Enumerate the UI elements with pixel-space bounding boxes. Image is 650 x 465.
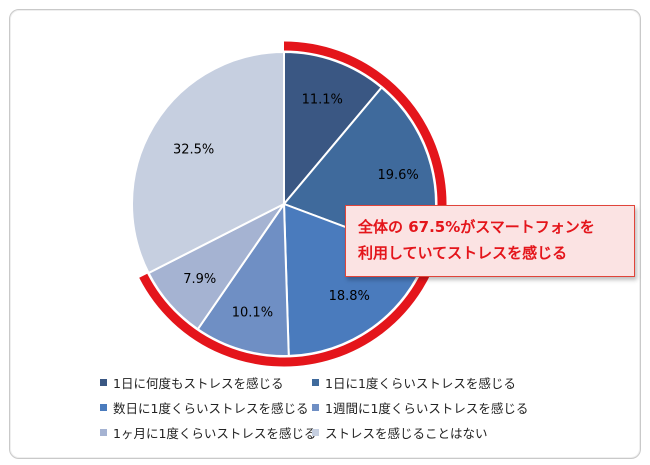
legend-label: 数日に1度くらいストレスを感じる bbox=[113, 401, 309, 416]
highlight-arc bbox=[139, 41, 447, 367]
legend-label: 1日に1度くらいストレスを感じる bbox=[325, 376, 516, 391]
legend-label: 1週間に1度くらいストレスを感じる bbox=[325, 401, 529, 416]
slice-value-label: 11.1% bbox=[302, 93, 343, 108]
pie-slice bbox=[283, 50, 384, 207]
annotation-callout: 全体の 67.5%がスマートフォンを 利用していてストレスを感じる bbox=[345, 205, 635, 277]
legend-swatch bbox=[100, 404, 107, 411]
legend-label: ストレスを感じることはない bbox=[325, 426, 488, 441]
legend-item: ストレスを感じることはない bbox=[312, 423, 524, 442]
legend-swatch bbox=[312, 429, 319, 436]
legend-row: 数日に1度くらいストレスを感じる 1週間に1度くらいストレスを感じる bbox=[100, 395, 580, 420]
annotation-line-2: 利用していてストレスを感じる bbox=[358, 244, 568, 262]
legend-label: 1ヶ月に1度くらいストレスを感じる bbox=[113, 426, 317, 441]
legend-swatch bbox=[100, 429, 107, 436]
pie-slice bbox=[131, 50, 285, 275]
legend: 1日に何度もストレスを感じる 1日に1度くらいストレスを感じる 数日に1度くらい… bbox=[100, 370, 580, 445]
slice-value-label: 32.5% bbox=[173, 143, 214, 158]
pie-slice bbox=[196, 200, 290, 357]
legend-item: 数日に1度くらいストレスを感じる bbox=[100, 398, 312, 417]
legend-item: 1ヶ月に1度くらいストレスを感じる bbox=[100, 423, 316, 442]
slice-value-label: 10.1% bbox=[232, 305, 273, 320]
legend-item: 1週間に1度くらいストレスを感じる bbox=[312, 398, 528, 417]
legend-row: 1日に何度もストレスを感じる 1日に1度くらいストレスを感じる bbox=[100, 370, 580, 395]
slice-value-label: 18.8% bbox=[329, 289, 370, 304]
legend-swatch bbox=[312, 404, 319, 411]
slice-value-label: 7.9% bbox=[183, 272, 216, 287]
legend-item: 1日に何度もストレスを感じる bbox=[100, 373, 312, 392]
legend-item: 1日に1度くらいストレスを感じる bbox=[312, 373, 524, 392]
legend-swatch bbox=[312, 379, 319, 386]
legend-label: 1日に何度もストレスを感じる bbox=[113, 376, 284, 391]
slice-value-label: 19.6% bbox=[377, 168, 418, 183]
legend-swatch bbox=[100, 379, 107, 386]
annotation-line-1: 全体の 67.5%がスマートフォンを bbox=[358, 218, 595, 236]
legend-row: 1ヶ月に1度くらいストレスを感じる ストレスを感じることはない bbox=[100, 420, 580, 445]
